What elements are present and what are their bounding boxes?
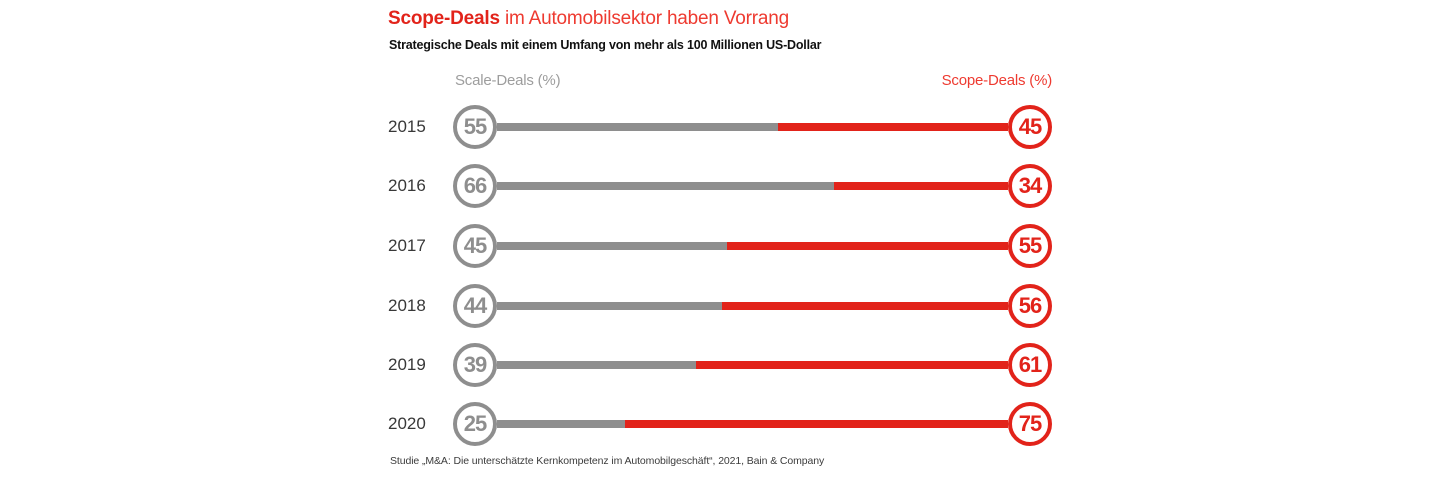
bar-track (497, 123, 1008, 131)
chart-row-2016: 2016 66 34 (0, 164, 1440, 208)
scale-value: 44 (463, 293, 488, 318)
scope-bar-segment (726, 242, 1008, 250)
scope-value: 75 (1018, 411, 1043, 436)
scale-value: 25 (463, 411, 488, 436)
axis-label-scope-deals: Scope-Deals (%) (941, 72, 1053, 89)
scope-bar-segment (778, 123, 1008, 131)
source-note: Studie „M&A: Die unterschätzte Kernkompe… (390, 455, 825, 467)
scale-value: 55 (463, 114, 488, 139)
scope-bar-segment (721, 302, 1008, 310)
scale-bar-segment (497, 123, 779, 131)
year-label: 2017 (388, 236, 426, 255)
chart-row-2017: 2017 45 55 (0, 224, 1440, 268)
year-label: 2015 (388, 117, 426, 136)
scale-bar-segment (497, 182, 835, 190)
scope-value-bubble: 34 (1008, 164, 1052, 208)
scale-bar-segment (497, 420, 625, 428)
year-label: 2019 (388, 355, 426, 374)
axis-label-scale-deals: Scale-Deals (%) (455, 72, 561, 89)
scale-value-bubble: 45 (453, 224, 497, 268)
scale-value-bubble: 39 (453, 343, 497, 387)
scope-value: 45 (1018, 114, 1043, 139)
scale-value-bubble: 44 (453, 284, 497, 328)
scale-bar-segment (497, 242, 727, 250)
scope-value: 61 (1018, 352, 1043, 377)
scale-value: 39 (463, 352, 488, 377)
scope-value: 34 (1018, 173, 1043, 198)
scale-value-bubble: 66 (453, 164, 497, 208)
chart-row-2018: 2018 44 56 (0, 284, 1440, 328)
scale-bar-segment (497, 302, 722, 310)
scope-bar-segment (624, 420, 1008, 428)
scope-value-bubble: 61 (1008, 343, 1052, 387)
scope-value-bubble: 56 (1008, 284, 1052, 328)
scope-value-bubble: 55 (1008, 224, 1052, 268)
bar-track (497, 182, 1008, 190)
scope-value-bubble: 45 (1008, 105, 1052, 149)
scope-value: 56 (1018, 293, 1043, 318)
chart-title: Scope-Deals im Automobilsektor haben Vor… (388, 8, 789, 30)
scope-bar-segment (834, 182, 1008, 190)
chart-row-2015: 2015 55 45 (0, 105, 1440, 149)
scale-value-bubble: 25 (453, 402, 497, 446)
year-label: 2020 (388, 414, 426, 433)
scope-bar-segment (696, 361, 1008, 369)
scope-value-bubble: 75 (1008, 402, 1052, 446)
scale-value-bubble: 55 (453, 105, 497, 149)
scale-value: 66 (463, 173, 488, 198)
chart-row-2020: 2020 25 75 (0, 402, 1440, 446)
year-label: 2018 (388, 296, 426, 315)
chart-subtitle: Strategische Deals mit einem Umfang von … (389, 38, 822, 52)
year-label: 2016 (388, 176, 426, 195)
chart-title-emphasis: Scope-Deals (388, 8, 500, 29)
bar-track (497, 302, 1008, 310)
chart-row-2019: 2019 39 61 (0, 343, 1440, 387)
scale-bar-segment (497, 361, 697, 369)
scope-value: 55 (1018, 233, 1043, 258)
scale-value: 45 (463, 233, 488, 258)
bar-track (497, 361, 1008, 369)
bar-track (497, 242, 1008, 250)
bar-track (497, 420, 1008, 428)
chart-title-rest: im Automobilsektor haben Vorrang (504, 8, 789, 29)
